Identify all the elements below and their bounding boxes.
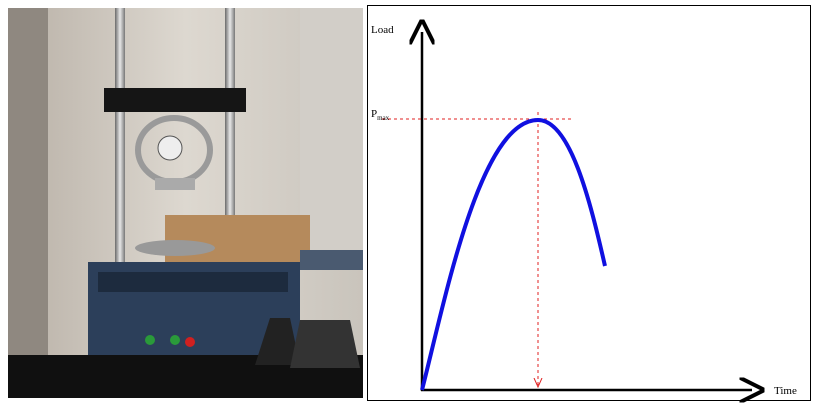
- photo: [8, 8, 363, 398]
- load-curve: [420, 117, 607, 391]
- y-axis-label: Load: [371, 24, 394, 36]
- peak-label-main: P: [371, 108, 377, 120]
- peak-label-sub: max: [377, 114, 390, 122]
- peak-label: Pmax: [371, 108, 390, 122]
- x-axis-label: Time: [774, 385, 797, 397]
